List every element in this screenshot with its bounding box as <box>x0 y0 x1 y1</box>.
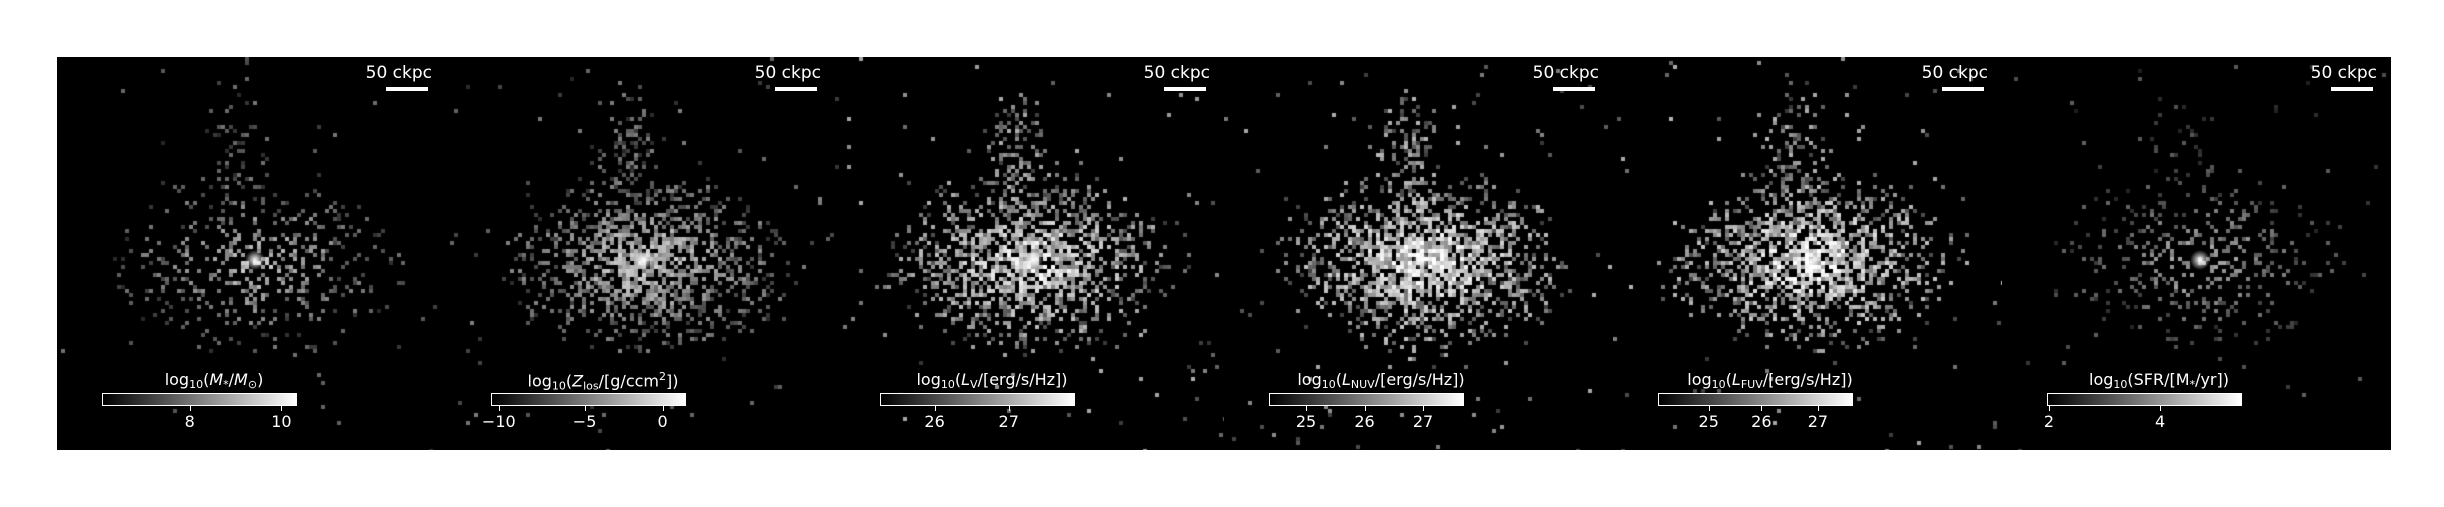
colorbar-tick <box>2048 406 2050 411</box>
colorbar <box>2047 393 2242 406</box>
map-image <box>1613 57 2002 450</box>
panel-nuv: 50 ckpc log10(LNUV/[erg/s/Hz]) 25 26 27 <box>1224 57 1613 450</box>
image-strip: 50 ckpc log10(M*/M⊙) 8 10 50 ckpc log10(Z… <box>57 57 2391 450</box>
scale-bar-label: 50 ckpc <box>1143 63 1210 83</box>
colorbar-tick <box>281 406 283 411</box>
colorbar-tick-label: 26 <box>924 412 945 431</box>
scale-bar <box>1164 87 1206 91</box>
colorbar-tick-label: 26 <box>1354 412 1375 431</box>
panel-stellar-mass: 50 ckpc log10(M*/M⊙) 8 10 <box>57 57 446 450</box>
colorbar-title: log10(M*/M⊙) <box>164 370 264 391</box>
scale-bar <box>775 87 817 91</box>
colorbar-tick-label: 27 <box>998 412 1019 431</box>
colorbar-tick-label: 0 <box>657 412 668 431</box>
panel-metal-column: 50 ckpc log10(Zlos/[g/ccm2]) −10 −5 0 <box>446 57 835 450</box>
panel-v-band: 50 ckpc log10(LV/[erg/s/Hz]) 26 27 <box>835 57 1224 450</box>
colorbar-title: log10(SFR/[M*/yr]) <box>2089 370 2229 391</box>
scale-bar-label: 50 ckpc <box>1921 63 1988 83</box>
colorbar-tick <box>934 406 936 411</box>
scale-bar-label: 50 ckpc <box>2310 63 2377 83</box>
panel-sfr: 50 ckpc log10(SFR/[M*/yr]) 2 4 <box>2002 57 2391 450</box>
colorbar-tick-label: 27 <box>1807 412 1829 431</box>
colorbar-tick <box>1306 406 1308 411</box>
colorbar-tick <box>1423 406 1425 411</box>
colorbar-tick-label: 25 <box>1698 412 1719 431</box>
colorbar-tick <box>189 406 191 411</box>
colorbar-tick-label: 10 <box>271 412 292 431</box>
colorbar-tick <box>1364 406 1366 411</box>
colorbar <box>1269 393 1464 406</box>
colorbar-tick <box>498 406 500 411</box>
colorbar-tick-label: 4 <box>2155 412 2166 431</box>
colorbar <box>880 393 1075 406</box>
scale-bar <box>1553 87 1595 91</box>
colorbar-title: log10(LFUV/[erg/s/Hz]) <box>1687 370 1853 391</box>
scale-bar-label: 50 ckpc <box>754 63 821 83</box>
map-image <box>57 57 446 450</box>
colorbar-title: log10(LNUV/[erg/s/Hz]) <box>1297 370 1465 391</box>
colorbar-tick <box>1708 406 1710 411</box>
map-image <box>446 57 835 450</box>
colorbar-tick-label: 8 <box>184 412 195 431</box>
colorbar-tick <box>1761 406 1763 411</box>
colorbar <box>1658 393 1853 406</box>
map-image <box>2002 57 2391 450</box>
colorbar-tick <box>1008 406 1010 411</box>
colorbar-tick-label: −5 <box>572 412 597 431</box>
map-image <box>1224 57 1613 450</box>
scale-bar <box>386 87 428 91</box>
colorbar-tick <box>1817 406 1819 411</box>
panel-fuv: 50 ckpc log10(LFUV/[erg/s/Hz]) 25 26 27 <box>1613 57 2002 450</box>
scale-bar <box>1942 87 1984 91</box>
colorbar-tick-label: −10 <box>481 412 516 431</box>
map-image <box>835 57 1224 450</box>
scale-bar <box>2331 87 2373 91</box>
colorbar-tick-label: 26 <box>1751 412 1772 431</box>
colorbar-tick <box>2160 406 2162 411</box>
colorbar <box>102 393 297 406</box>
colorbar <box>491 393 686 406</box>
colorbar-tick-label: 2 <box>2043 412 2055 431</box>
scale-bar-label: 50 ckpc <box>1532 63 1599 83</box>
colorbar-title: log10(LV/[erg/s/Hz]) <box>916 370 1068 391</box>
colorbar-tick <box>662 406 664 411</box>
colorbar-tick-label: 27 <box>1412 412 1434 431</box>
scale-bar-label: 50 ckpc <box>365 63 432 83</box>
colorbar-tick-label: 25 <box>1295 412 1317 431</box>
colorbar-title: log10(Zlos/[g/ccm2]) <box>527 370 679 393</box>
colorbar-tick <box>584 406 586 411</box>
